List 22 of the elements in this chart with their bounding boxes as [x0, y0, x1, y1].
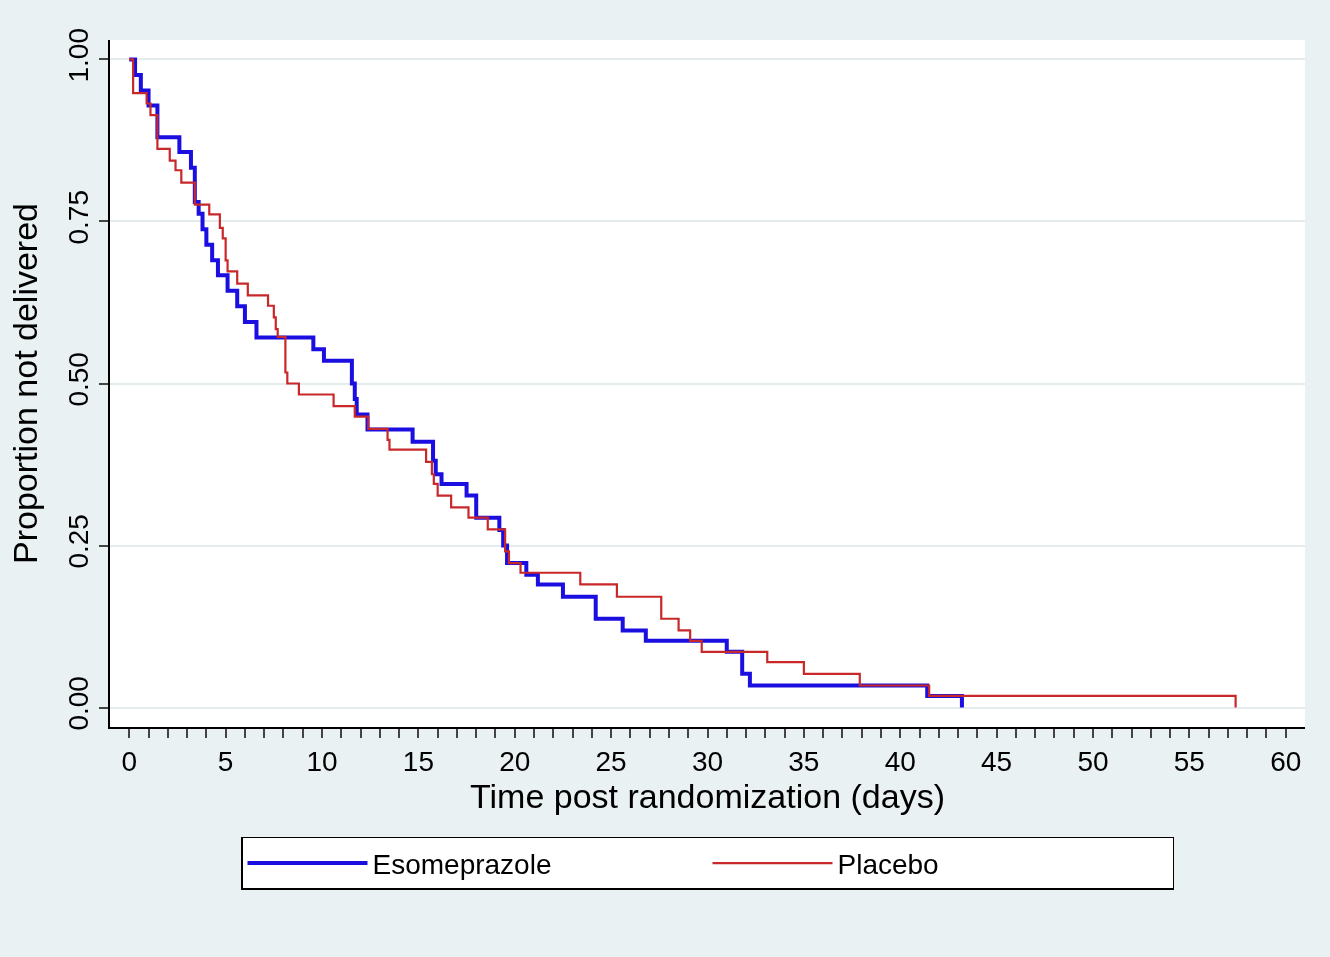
x-tick-label: 45	[981, 746, 1013, 778]
x-tick-label: 15	[402, 746, 434, 778]
x-tick-label: 60	[1270, 746, 1302, 778]
x-tick-label: 10	[306, 746, 338, 778]
x-tick-label: 5	[217, 746, 234, 778]
x-tick-label: 35	[788, 746, 820, 778]
x-tick-label: 40	[884, 746, 916, 778]
y-tick-label: 0.75	[63, 190, 95, 245]
x-tick-label: 25	[595, 746, 627, 778]
y-tick-label: 1.00	[63, 27, 95, 83]
legend-label: Placebo	[837, 849, 939, 881]
y-axis-title: Proportion not delivered	[6, 202, 45, 565]
x-tick-label: 30	[691, 746, 724, 778]
x-tick-label: 0	[121, 746, 138, 778]
legend-label: Esomeprazole	[372, 849, 552, 881]
x-tick-label: 50	[1077, 746, 1109, 778]
x-tick-label: 20	[499, 746, 531, 778]
x-axis-title: Time post randomization (days)	[470, 777, 945, 816]
y-tick-label: 0.00	[63, 676, 95, 731]
x-tick-label: 55	[1173, 746, 1205, 778]
y-tick-label: 0.25	[63, 514, 95, 569]
y-tick-label: 0.50	[63, 352, 95, 407]
